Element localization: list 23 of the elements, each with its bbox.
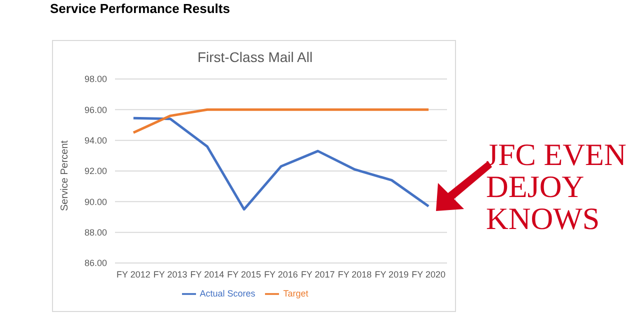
chart-subtitle: First-Class Mail All bbox=[196, 49, 314, 65]
x-tick-label: FY 2012 bbox=[116, 269, 150, 280]
x-tick-label: FY 2017 bbox=[300, 269, 335, 280]
x-tick-label: FY 2015 bbox=[227, 269, 262, 280]
y-axis-title: Service Percent bbox=[60, 140, 71, 211]
y-tick-label: 88.00 bbox=[84, 228, 107, 238]
x-tick-label: FY 2016 bbox=[264, 269, 298, 280]
y-tick-label: 98.00 bbox=[84, 74, 107, 84]
y-tick-label: 86.00 bbox=[84, 258, 107, 268]
x-tick-label: FY 2018 bbox=[338, 269, 372, 280]
x-tick-label: FY 2013 bbox=[153, 269, 188, 280]
y-tick-label: 94.00 bbox=[84, 136, 107, 146]
line-series bbox=[132, 116, 430, 211]
y-tick-label: 92.00 bbox=[84, 166, 107, 176]
y-tick-label: 96.00 bbox=[84, 104, 107, 115]
y-tick-label: 90.00 bbox=[84, 196, 107, 207]
x-tick-label: FY 2019 bbox=[374, 269, 409, 280]
annotation: JFC EVEN DEJOY KNOWS bbox=[486, 137, 628, 236]
x-tick-label: FY 2014 bbox=[190, 269, 224, 280]
chart-title: Service Performance Results bbox=[50, 1, 230, 16]
legend-label: Actual Scores bbox=[200, 288, 256, 298]
legend-label: Target bbox=[283, 288, 308, 298]
x-tick-label: FY 2020 bbox=[412, 269, 446, 280]
